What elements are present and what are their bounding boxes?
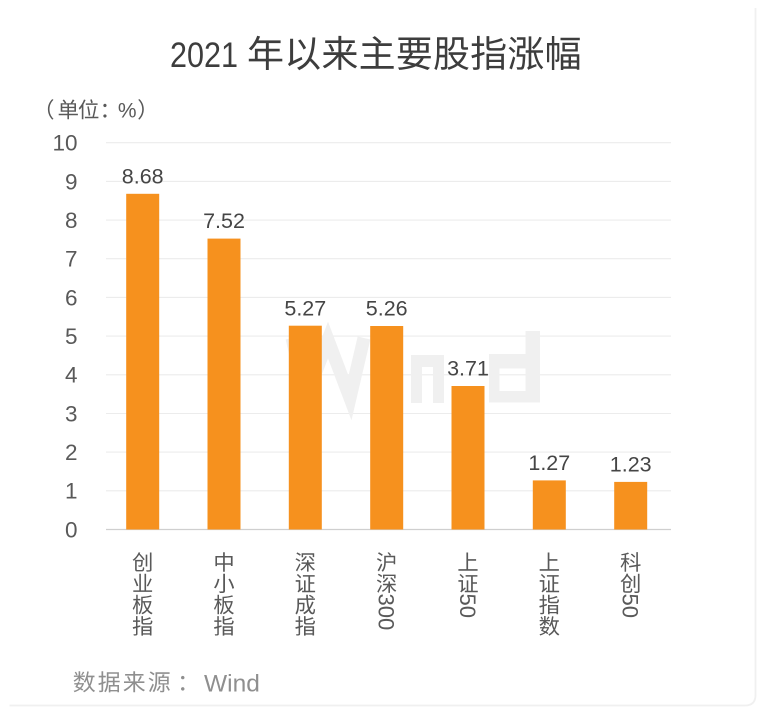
svg-text:1.23: 1.23 <box>610 453 652 477</box>
svg-text:3: 3 <box>65 401 78 426</box>
svg-text:2: 2 <box>65 440 78 465</box>
svg-text:8.68: 8.68 <box>122 164 164 188</box>
svg-text:3.71: 3.71 <box>447 357 489 381</box>
svg-text:7: 7 <box>65 247 78 272</box>
svg-text:8: 8 <box>65 208 78 233</box>
svg-text:9: 9 <box>65 169 78 194</box>
svg-text:4: 4 <box>65 363 78 388</box>
svg-text:10: 10 <box>52 131 77 156</box>
svg-text:6: 6 <box>65 285 78 310</box>
svg-text:7.52: 7.52 <box>203 209 245 233</box>
svg-text:1: 1 <box>65 479 78 504</box>
svg-text:50: 50 <box>618 594 643 618</box>
svg-text:5.26: 5.26 <box>366 297 408 321</box>
svg-text:1.27: 1.27 <box>528 451 570 475</box>
svg-text:300: 300 <box>374 594 399 631</box>
svg-text:%: % <box>118 100 137 123</box>
svg-text:5: 5 <box>65 324 78 349</box>
svg-text:2021: 2021 <box>170 36 238 75</box>
svg-text:50: 50 <box>455 594 480 618</box>
svg-text:Wind: Wind <box>204 671 260 698</box>
svg-text:5.27: 5.27 <box>284 296 326 320</box>
svg-text:0: 0 <box>65 517 78 542</box>
